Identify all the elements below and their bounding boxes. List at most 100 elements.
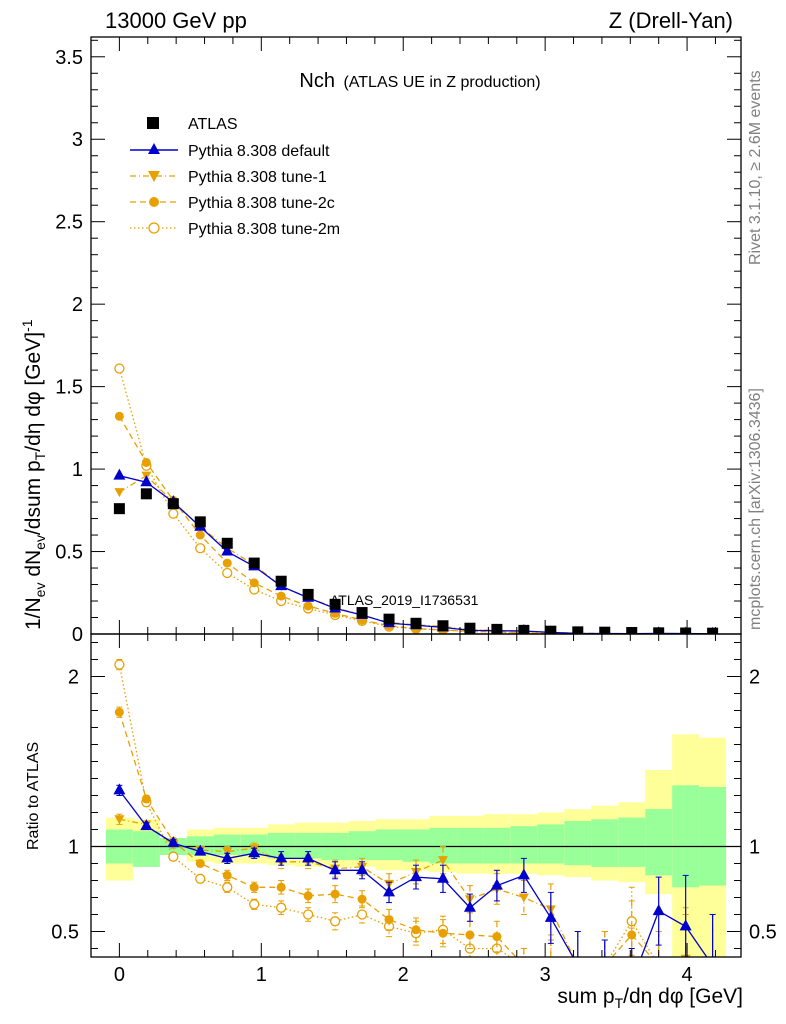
ratio-point	[679, 919, 692, 931]
atlas-point	[221, 537, 233, 549]
ratio-point	[384, 915, 394, 925]
top-point	[114, 488, 125, 498]
top-point	[195, 530, 205, 540]
ratio-point	[519, 961, 528, 970]
band-inner	[564, 821, 592, 866]
top-point	[114, 363, 125, 374]
atlas-point	[599, 626, 611, 634]
ratio-point	[114, 707, 124, 717]
top-series-1	[113, 468, 717, 634]
x-tick-label: 1	[256, 964, 267, 986]
band-inner	[699, 787, 727, 886]
header-right: Z (Drell-Yan)	[609, 8, 733, 33]
ratio-series-0	[113, 783, 719, 978]
y-tick-label: 3	[72, 129, 83, 151]
legend-marker-atlas	[147, 117, 159, 129]
legend-label-tune2m: Pythia 8.308 tune-2m	[188, 221, 340, 238]
ratio-point	[276, 902, 287, 913]
ratio-point	[708, 962, 718, 971]
ratio-point	[357, 894, 367, 904]
legend-marker-tune1	[148, 171, 160, 182]
legend-entry-atlas: ATLAS	[147, 116, 238, 133]
legend-label-tune1: Pythia 8.308 tune-1	[188, 169, 327, 186]
ratio-point	[573, 961, 582, 970]
band-inner	[456, 827, 484, 864]
x-tick-label: 0	[114, 964, 125, 986]
atlas-point	[383, 613, 395, 625]
ratio-point	[222, 882, 233, 893]
band-inner	[213, 834, 241, 855]
ratio-point	[654, 961, 663, 970]
ratio-point	[573, 962, 583, 971]
ratio-point	[518, 893, 529, 903]
ratio-point	[463, 900, 476, 912]
y-tick-label: 1	[72, 459, 83, 481]
ratio-point	[519, 961, 528, 970]
ratio-point	[330, 889, 340, 899]
band-inner	[402, 829, 430, 862]
ratio-point	[600, 961, 609, 970]
band-inner	[348, 831, 376, 861]
ratio-tick-label: 1	[68, 837, 79, 859]
ratio-point	[168, 851, 179, 862]
ratio-point	[600, 970, 610, 979]
rivet-label: Rivet 3.1.10, ≥ 2.6M events	[747, 70, 764, 265]
ratio-point	[490, 878, 503, 890]
ratio-point	[302, 909, 314, 920]
atlas-point	[410, 617, 422, 629]
ratio-point	[303, 891, 313, 901]
legend: ATLAS Pythia 8.308 default Pythia 8.308 …	[130, 116, 340, 238]
legend-entry-tune2c: Pythia 8.308 tune-2c	[130, 195, 335, 212]
ratio-tick-label-right: 0.5	[749, 922, 777, 944]
x-tick-label: 2	[398, 964, 409, 986]
ratio-point	[329, 916, 341, 927]
legend-entry-tune1: Pythia 8.308 tune-1	[130, 169, 327, 186]
atlas-point	[545, 625, 557, 634]
legend-label-atlas: ATLAS	[188, 116, 238, 133]
top-point	[168, 508, 179, 519]
top-point	[141, 457, 151, 467]
atlas-point	[302, 588, 314, 600]
atlas-point	[167, 498, 179, 510]
atlas-point	[140, 488, 152, 500]
ratio-point	[329, 863, 342, 875]
mcplots-label: mcplots.cern.ch [arXiv:1306.3436]	[747, 388, 764, 630]
band-inner	[375, 829, 403, 861]
ratio-point	[627, 958, 637, 967]
band-inner	[645, 809, 673, 876]
atlas-point	[356, 607, 368, 619]
band-inner	[591, 819, 619, 867]
ratio-point	[627, 930, 637, 940]
legend-marker-default	[148, 143, 160, 154]
atlas-point	[437, 620, 449, 632]
top-point	[222, 567, 233, 579]
y-tick-label: 0.5	[55, 542, 83, 564]
y-tick-label: 0	[72, 624, 83, 646]
ratio-point	[195, 859, 205, 868]
ratio-tick-label-right: 1	[749, 837, 760, 859]
band-inner	[132, 831, 160, 867]
atlas-point	[329, 598, 341, 610]
ratio-point	[544, 910, 557, 922]
ratio-point	[517, 868, 530, 880]
ratio-point	[113, 783, 126, 795]
ratio-line	[118, 712, 653, 957]
ratio-point	[708, 961, 717, 970]
xlabel: sum pT/dη dφ [GeV]	[557, 985, 743, 1011]
ratio-point	[707, 959, 719, 970]
ratio-point	[465, 930, 475, 940]
atlas-point	[275, 575, 287, 587]
top-point	[222, 558, 232, 568]
ratio-point	[356, 909, 368, 920]
ratio-point	[249, 882, 259, 892]
band-inner	[483, 827, 511, 864]
atlas-point	[248, 557, 260, 569]
top-line	[119, 475, 713, 634]
ratio-point	[248, 846, 261, 858]
ratio-point	[573, 961, 582, 970]
ratio-point	[599, 967, 611, 978]
atlas-point	[518, 624, 530, 634]
legend-entry-default: Pythia 8.308 default	[130, 143, 330, 160]
top-series-2	[114, 471, 718, 634]
